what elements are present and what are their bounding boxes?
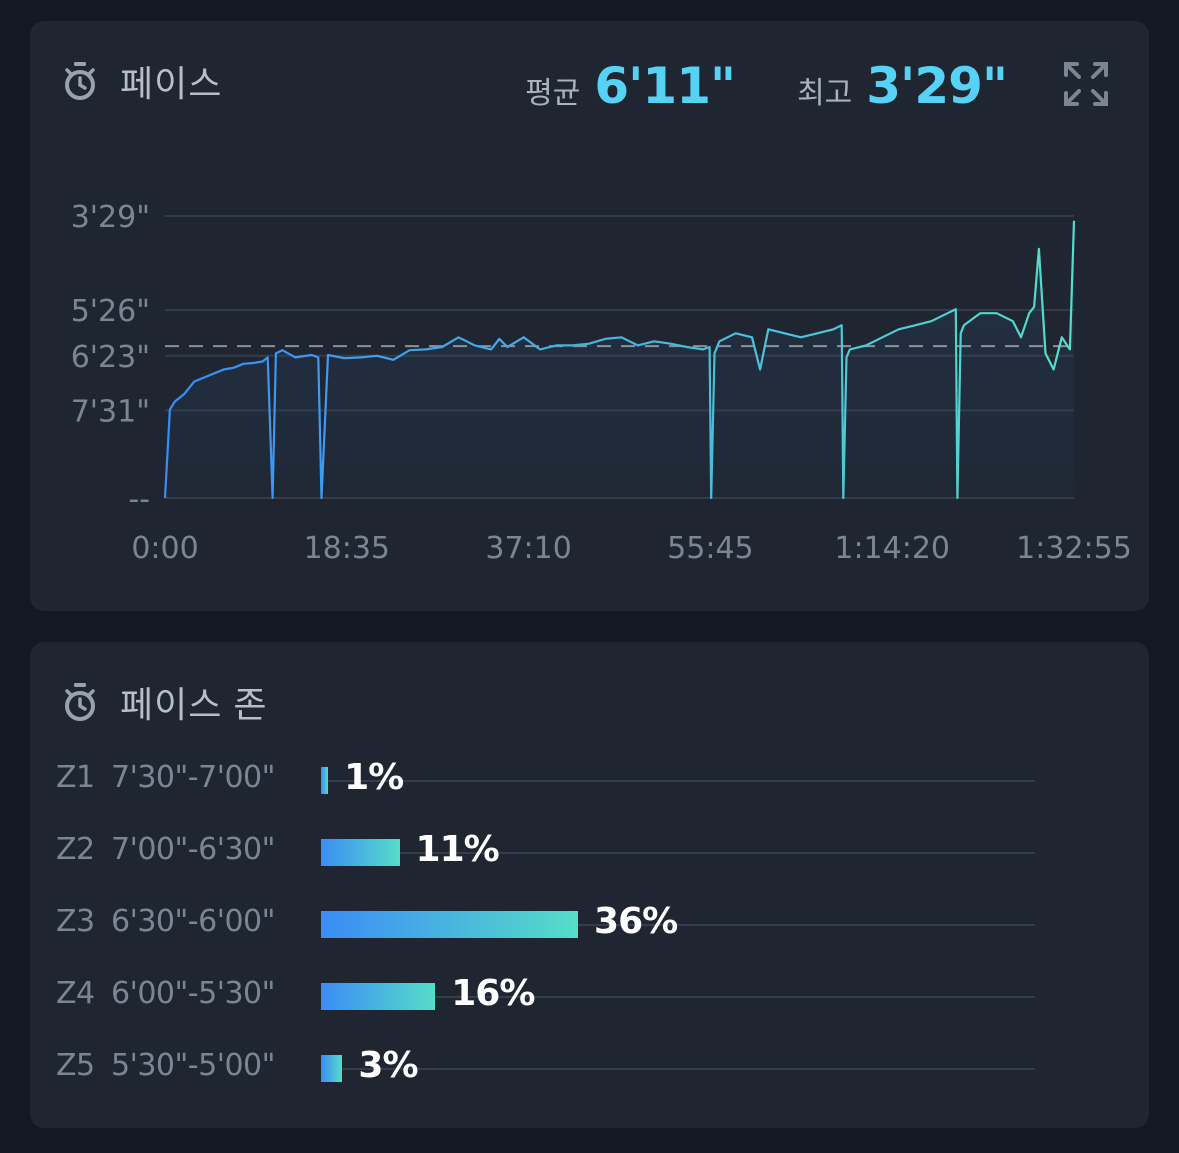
zone-bar [321, 911, 579, 938]
zone-track [321, 1068, 1035, 1070]
zone-track [321, 780, 1035, 782]
y-axis: 3'29" 5'26" 6'23" 7'31" -- [71, 200, 150, 517]
pace-area [165, 220, 1074, 499]
zone-percent: 3% [358, 1045, 418, 1086]
pace-title: 페이스 [120, 63, 223, 104]
zone-percent: 11% [415, 829, 500, 870]
pace-stats: 평균 6'11" 최고 3'29" [525, 57, 1008, 115]
pace-zone-card: 페이스 존 Z1 7'30"-7'00" 1% Z2 7'00"-6'30" 11%… [30, 642, 1149, 1128]
x-tick-label: 37:10 [485, 531, 571, 566]
avg-pace-label: 평균 [525, 77, 581, 110]
zone-row-z2: Z2 7'00"-6'30" 11% [56, 829, 1056, 872]
zone-bar [321, 1055, 343, 1082]
zone-id: Z3 [56, 904, 95, 939]
x-tick-label: 18:35 [304, 531, 390, 566]
zone-row-z1: Z1 7'30"-7'00" 1% [56, 757, 1056, 800]
pace-chart: 3'29" 5'26" 6'23" 7'31" -- 0:00 18:35 37:10 55:… [71, 200, 1132, 566]
best-pace-value: 3'29" [866, 57, 1008, 115]
stopwatch-icon [65, 683, 95, 721]
zone-track [321, 996, 1035, 998]
y-tick-label: -- [128, 482, 150, 517]
pace-series-line [163, 220, 1076, 500]
y-tick-label: 6'23" [71, 340, 150, 375]
expand-icon[interactable] [1063, 61, 1109, 107]
zone-range: 6'00"-5'30" [111, 976, 275, 1011]
y-tick-label: 5'26" [71, 294, 150, 329]
zone-range: 5'30"-5'00" [111, 1048, 275, 1083]
zone-bar [321, 983, 436, 1010]
zone-row-z5: Z5 5'30"-5'00" 3% [56, 1045, 1056, 1088]
zone-percent: 36% [594, 901, 678, 942]
x-axis: 0:00 18:35 37:10 55:45 1:14:20 1:32:55 [131, 531, 1132, 566]
zone-track [321, 924, 1035, 926]
zone-track [321, 852, 1035, 854]
x-tick-label: 1:14:20 [834, 531, 950, 566]
pace-card: 페이스 평균 6'11" 최고 3'29" 3'29" 5'26" 6'23" [30, 21, 1149, 611]
zone-id: Z4 [56, 976, 95, 1011]
best-pace-label: 최고 [797, 77, 853, 110]
zone-row-z3: Z3 6'30"-6'00" 36% [56, 901, 1056, 944]
x-tick-label: 55:45 [667, 531, 753, 566]
avg-pace-value: 6'11" [594, 57, 736, 115]
zone-id: Z1 [56, 760, 95, 795]
zone-id: Z5 [56, 1048, 95, 1083]
x-tick-label: 0:00 [131, 531, 198, 566]
y-tick-label: 3'29" [71, 200, 150, 235]
zone-id: Z2 [56, 832, 95, 867]
zone-percent: 1% [344, 757, 404, 798]
x-tick-label: 1:32:55 [1016, 531, 1132, 566]
zone-range: 6'30"-6'00" [111, 904, 275, 939]
zone-percent: 16% [451, 973, 535, 1014]
zone-range: 7'30"-7'00" [111, 760, 275, 795]
stopwatch-icon [65, 62, 95, 100]
zone-row-z4: Z4 6'00"-5'30" 16% [56, 973, 1056, 1016]
zone-range: 7'00"-6'30" [111, 832, 275, 867]
zone-title: 페이스 존 [120, 684, 268, 725]
y-tick-label: 7'31" [71, 394, 150, 429]
pace-title-row: 페이스 [62, 55, 222, 107]
zone-bar [321, 839, 400, 866]
zone-bar [321, 767, 329, 794]
zone-title-row: 페이스 존 [62, 676, 267, 728]
